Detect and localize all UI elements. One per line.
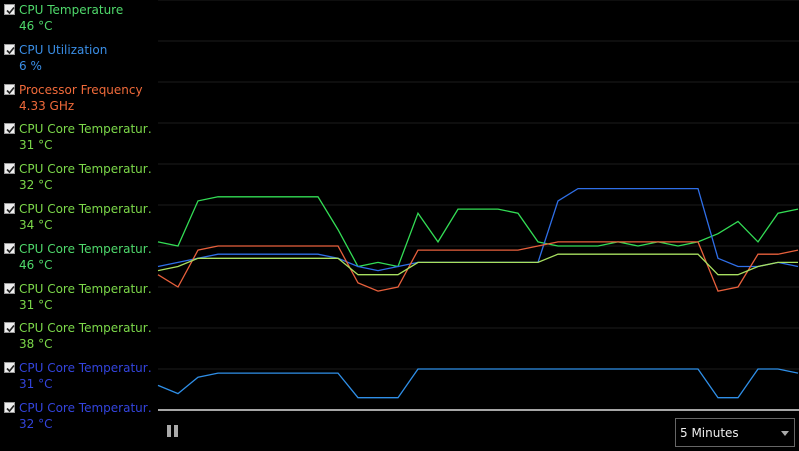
sensor-value: 34 °C (19, 218, 53, 232)
sensor-value: 32 °C (19, 178, 53, 193)
sensor-row: CPU Core Temperatur… 38 °C (0, 319, 155, 359)
sensor-label: CPU Core Temperatur… (19, 122, 153, 137)
sensor-row: CPU Temperature 46 °C (0, 1, 155, 41)
sensor-label: CPU Core Temperatur… (19, 321, 153, 336)
checkbox[interactable] (4, 163, 15, 175)
pause-button[interactable] (166, 424, 180, 440)
sensor-value: 4.33 GHz (19, 98, 75, 113)
sensor-row: CPU Core Temperatur… 32 °C (0, 160, 155, 200)
sensor-label: CPU Core Temperatur… (19, 401, 153, 415)
checkbox[interactable] (4, 402, 15, 413)
sensor-row: CPU Core Temperatur… 32 °C (0, 399, 155, 439)
checkbox[interactable] (4, 282, 15, 294)
checkbox[interactable] (4, 43, 15, 55)
checkbox[interactable] (4, 4, 15, 15)
checkbox[interactable] (4, 123, 15, 135)
checkbox[interactable] (4, 203, 15, 214)
sensor-value: 38 °C (19, 337, 53, 352)
sensor-line (157, 253, 798, 276)
sensor-label: CPU Temperature (19, 3, 124, 17)
sensor-row: CPU Core Temperatur… 31 °C (0, 120, 155, 160)
sensor-label: CPU Utilization (19, 42, 108, 57)
sensor-row: CPU Core Temperatur… 46 °C (0, 240, 155, 280)
time-range-dropdown[interactable]: 5 Minutes (675, 418, 795, 447)
sensor-value: 46 °C (19, 257, 53, 272)
sensor-row: CPU Core Temperatur… 34 °C (0, 200, 155, 240)
sensor-label: CPU Core Temperatur… (19, 162, 153, 177)
time-range-text: 5 Minutes (680, 426, 739, 440)
sensor-label: CPU Core Temperatur… (19, 241, 153, 256)
sensor-row: Processor Frequency 4.33 GHz (0, 81, 155, 121)
sensor-label: CPU Core Temperatur… (19, 202, 153, 216)
checkbox[interactable] (4, 83, 15, 95)
sensor-value: 32 °C (19, 417, 53, 431)
sensor-line (157, 241, 799, 292)
sensor-value: 31 °C (19, 297, 53, 312)
checkbox[interactable] (4, 322, 15, 334)
sensor-row: CPU Core Temperatur… 31 °C (0, 359, 155, 399)
checkbox[interactable] (4, 362, 15, 374)
checkbox[interactable] (4, 242, 15, 254)
sensor-value: 31 °C (19, 138, 53, 153)
sensor-row: CPU Utilization 6 % (0, 41, 155, 81)
dropdown-arrow (781, 431, 789, 436)
sensor-label: CPU Core Temperatur… (19, 361, 153, 376)
sensor-line (157, 196, 799, 268)
sensor-row: CPU Core Temperatur… 31 °C (0, 280, 155, 320)
sensor-label: CPU Core Temperatur… (19, 281, 153, 296)
sensor-value: 31 °C (19, 377, 53, 392)
sensor-line (157, 368, 799, 399)
sensor-value: 6 % (19, 58, 42, 73)
sensor-label: Processor Frequency (19, 82, 143, 97)
sensor-value: 46 °C (19, 19, 53, 33)
